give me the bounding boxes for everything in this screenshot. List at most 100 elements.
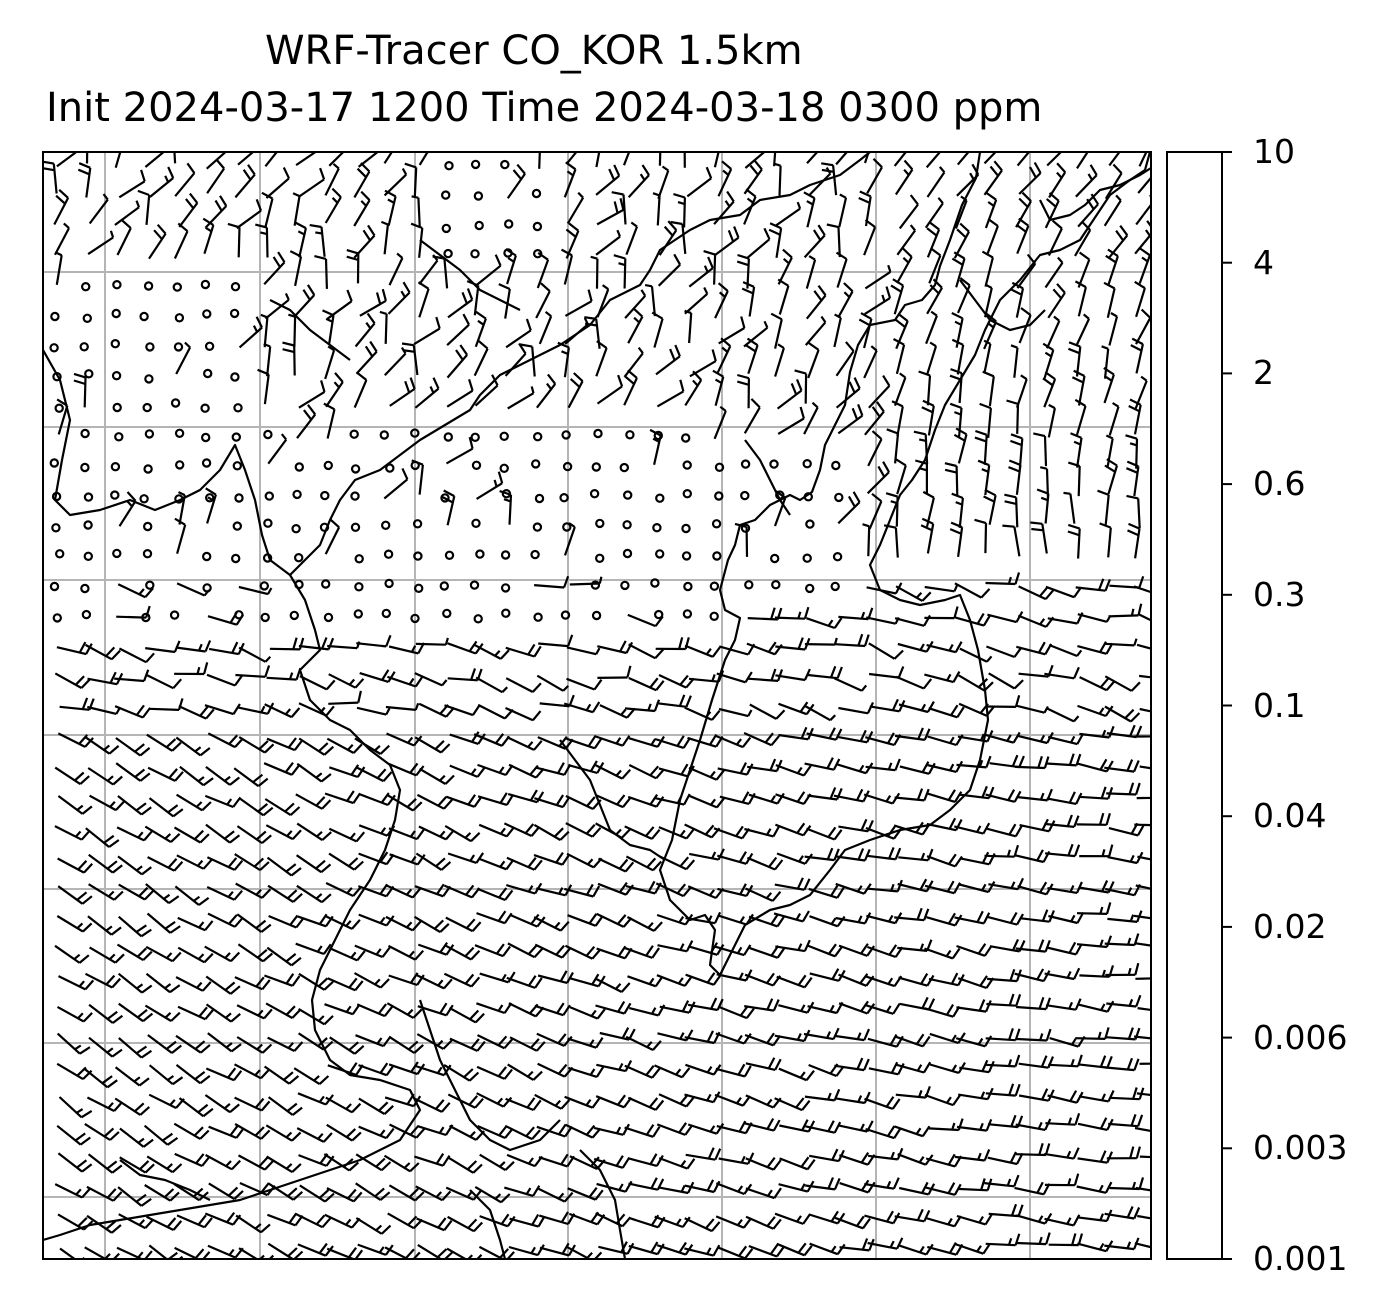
wind-barb-shaft — [564, 323, 589, 345]
wind-barb-flag — [734, 522, 747, 528]
wind-barb-flag — [404, 380, 411, 394]
wind-barb-flag — [385, 634, 392, 647]
wind-barb-shaft — [143, 1124, 169, 1146]
wind-barb-shaft — [116, 227, 132, 256]
wind-barb-flag — [1098, 707, 1105, 715]
wind-barb-flag — [223, 1103, 231, 1110]
calm-wind-marker — [500, 583, 511, 593]
wind-barb-flag — [384, 189, 397, 198]
wind-barb — [265, 1124, 302, 1142]
wind-barb — [234, 1096, 271, 1112]
wind-barb-shaft — [353, 170, 371, 198]
wind-barb-shaft — [388, 1184, 416, 1202]
wind-barb-flag — [856, 885, 863, 893]
wind-barb-shaft — [117, 1186, 143, 1207]
wind-barb-shaft — [446, 389, 474, 408]
wind-barb-flag — [441, 679, 448, 687]
wind-barb-flag — [165, 1040, 177, 1050]
wind-barb-flag — [82, 922, 93, 933]
wind-barb — [565, 822, 602, 838]
wind-barb-shaft — [415, 642, 446, 646]
wind-barb-flag — [1007, 576, 1012, 585]
wind-barb-flag — [987, 201, 995, 207]
wind-barb-flag — [135, 200, 141, 208]
wind-barb-flag — [544, 311, 552, 318]
wind-barb — [627, 307, 644, 344]
wind-barb-flag — [981, 468, 989, 473]
wind-barb-shaft — [148, 1244, 169, 1259]
wind-barb-flag — [322, 309, 334, 317]
wind-barb-shaft — [1108, 1122, 1139, 1128]
wind-barb-flag — [259, 861, 270, 871]
wind-barb-flag — [470, 832, 481, 842]
wind-barb-flag — [468, 1095, 479, 1106]
wind-barb-flag — [1108, 725, 1115, 738]
wind-barb-shaft — [595, 793, 624, 809]
wind-barb-shaft — [775, 823, 804, 837]
wind-barb-flag — [591, 827, 602, 838]
wind-barb-shaft — [748, 286, 756, 317]
wind-barb-flag — [229, 776, 240, 786]
wind-barb-shaft — [865, 826, 895, 840]
calm-wind-marker — [385, 463, 395, 473]
wind-barb-shaft — [956, 763, 987, 769]
wind-barb — [329, 947, 366, 962]
wind-barb-shaft — [1137, 1007, 1151, 1012]
wind-barb — [803, 704, 836, 722]
wind-barb-flag — [1120, 132, 1127, 141]
wind-barb-shaft — [204, 945, 232, 963]
wind-barb-flag — [673, 253, 682, 266]
wind-barb-shaft — [685, 1063, 715, 1076]
calm-wind-marker — [499, 431, 509, 441]
calm-wind-marker — [714, 491, 724, 501]
wind-barb-shaft — [834, 643, 866, 648]
wind-barb-flag — [322, 1132, 333, 1143]
wind-barb-shaft — [1046, 152, 1063, 167]
wind-barb — [1048, 643, 1083, 658]
wind-barb-shaft — [1077, 1157, 1108, 1164]
wind-barb-shaft — [627, 1157, 658, 1167]
wind-barb — [649, 428, 662, 466]
wind-barb-shaft — [893, 377, 907, 406]
wind-barb — [534, 1093, 571, 1110]
wind-barb-shaft — [536, 1125, 566, 1138]
wind-barb-shaft — [985, 1242, 1016, 1247]
calm-wind-marker — [589, 489, 600, 499]
calm-wind-marker — [653, 430, 664, 441]
wind-barb-flag — [676, 796, 682, 804]
wind-barb-flag — [532, 1070, 543, 1081]
wind-barb — [1044, 256, 1064, 289]
wind-barb-flag — [886, 428, 899, 435]
wind-barb-flag — [947, 1153, 956, 1166]
wind-barb-flag — [168, 895, 180, 904]
wind-barb-shaft — [776, 1242, 805, 1257]
wind-barb-flag — [718, 291, 726, 298]
wind-barb-shaft — [868, 642, 896, 660]
wind-barb-flag — [615, 828, 622, 836]
wind-barb-flag — [679, 943, 685, 951]
wind-barb — [57, 1213, 94, 1231]
wind-barb-flag — [1115, 194, 1122, 202]
wind-barb — [116, 943, 153, 962]
wind-barb-shaft — [358, 913, 388, 927]
wind-barb-flag — [172, 678, 183, 689]
wind-barb-flag — [375, 292, 382, 305]
wind-barb-flag — [601, 284, 609, 291]
wind-barb-shaft — [838, 706, 869, 715]
wind-barb-flag — [441, 1190, 452, 1201]
calm-wind-marker — [444, 160, 454, 171]
wind-barb-flag — [321, 1217, 332, 1228]
calm-wind-marker — [771, 580, 781, 590]
wind-barb-shaft — [266, 946, 293, 967]
wind-barb-shaft — [178, 202, 199, 228]
wind-barb-flag — [215, 158, 225, 170]
wind-barb-flag — [590, 1009, 597, 1017]
wind-barb-flag — [1073, 440, 1081, 446]
wind-barb-flag — [1039, 734, 1046, 743]
wind-barb-shaft — [717, 854, 747, 865]
wind-barb-flag — [981, 785, 988, 798]
wind-barb — [205, 766, 240, 786]
wind-barb-flag — [1020, 307, 1032, 316]
wind-barb-flag — [144, 587, 154, 598]
wind-barb — [238, 646, 272, 663]
